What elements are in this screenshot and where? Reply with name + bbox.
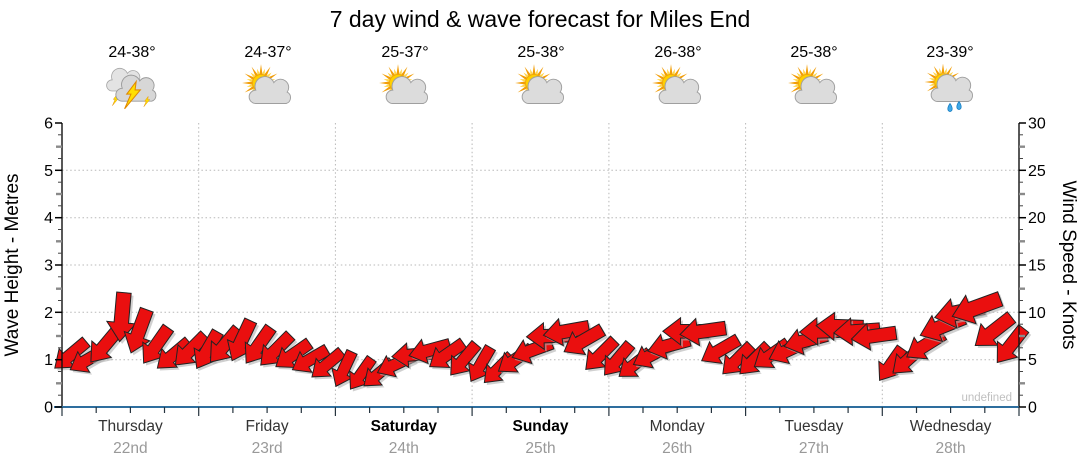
partly-cloudy-icon (513, 64, 569, 116)
wind-arrow (406, 333, 453, 368)
wind-arrow (442, 337, 486, 383)
day-name-label: Thursday (98, 418, 163, 435)
left-axis-title: Wave Height - Metres (2, 173, 23, 356)
partly-cloudy-icon (240, 64, 296, 116)
wind-speed-tick-label: 10 (1028, 305, 1046, 322)
day-name-label: Monday (650, 418, 705, 435)
right-axis-title: Wind Speed - Knots (1058, 181, 1079, 350)
temperature-range: 25-37° (381, 44, 429, 61)
day-name-label: Tuesday (784, 418, 843, 435)
wind-arrow (201, 321, 248, 370)
day-name-label: Saturday (371, 418, 438, 435)
wind-arrow (305, 343, 350, 386)
wind-arrow (558, 318, 609, 363)
forecast-day-column: 25-38° (491, 42, 591, 116)
forecast-day-column: 26-38° (628, 42, 728, 116)
wind-arrow (269, 333, 316, 376)
wave-height-tick-label: 5 (44, 163, 53, 180)
wave-height-tick-label: 2 (44, 305, 53, 322)
wave-height-tick-label: 0 (44, 400, 53, 417)
wave-height-tick-label: 6 (44, 116, 53, 133)
wind-arrow (167, 327, 214, 374)
partly-cloudy-showers-icon (922, 63, 978, 116)
wind-arrow (105, 291, 138, 342)
day-date-label: 24th (389, 440, 419, 457)
wave-height-tick-label: 4 (44, 210, 53, 227)
wind-arrow (118, 305, 159, 357)
day-date-label: 25th (525, 440, 555, 457)
partly-cloudy-icon (786, 64, 842, 116)
temperature-range: 25-38° (517, 44, 565, 61)
day-date-label: 22nd (113, 440, 147, 457)
wind-speed-tick-label: 0 (1028, 400, 1037, 417)
wind-speed-tick-label: 30 (1028, 116, 1046, 133)
wind-arrow (150, 332, 197, 377)
forecast-day-column: 25-37° (355, 42, 455, 116)
wave-height-tick-label: 3 (44, 258, 53, 275)
forecast-day-column: 24-37° (218, 42, 318, 116)
temperature-range: 26-38° (654, 44, 702, 61)
day-date-label: 23rd (252, 440, 283, 457)
wind-arrow (252, 327, 299, 374)
wind-arrow (47, 332, 94, 377)
day-date-label: 26th (662, 440, 692, 457)
temperature-range: 25-38° (790, 44, 838, 61)
wind-arrow (695, 329, 744, 372)
forecast-day-column: 24-38° (82, 42, 182, 116)
wind-speed-tick-label: 25 (1028, 163, 1046, 180)
wind-arrow (678, 315, 727, 348)
forecast-day-column: 23-39° (900, 42, 1000, 116)
wind-speed-tick-label: 5 (1028, 352, 1037, 369)
wind-arrow (577, 332, 623, 378)
day-date-label: 27th (799, 440, 829, 457)
day-name-label: Wednesday (910, 418, 992, 435)
page-title: 7 day wind & wave forecast for Miles End (329, 6, 751, 32)
partly-cloudy-icon (650, 64, 706, 116)
partly-cloudy-icon (377, 64, 433, 116)
wind-arrow (595, 337, 639, 383)
wind-arrow (541, 314, 591, 349)
wave-height-tick-label: 1 (44, 352, 53, 369)
day-date-label: 28th (936, 440, 966, 457)
temperature-range: 24-37° (244, 44, 292, 61)
wind-speed-tick-label: 15 (1028, 258, 1046, 275)
forecast-day-column: 25-38° (764, 42, 864, 116)
wind-arrow (133, 321, 178, 371)
watermark: undefined (961, 392, 1012, 404)
day-name-label: Friday (246, 418, 289, 435)
wind-arrow (987, 321, 1033, 371)
wind-arrow (423, 333, 470, 376)
wind-arrow (947, 285, 1005, 331)
wind-arrow (461, 342, 500, 387)
wind-arrow (342, 352, 381, 395)
wind-arrow (715, 337, 760, 382)
temperature-range: 24-38° (108, 44, 156, 61)
wind-speed-tick-label: 20 (1028, 210, 1046, 227)
wind-arrow (967, 306, 1020, 356)
temperature-range: 23-39° (926, 44, 974, 61)
wind-arrow (732, 337, 777, 382)
wind-arrow (287, 339, 333, 379)
day-name-label: Sunday (513, 418, 569, 435)
storm-icon (104, 64, 160, 116)
wind-arrow (850, 320, 898, 353)
